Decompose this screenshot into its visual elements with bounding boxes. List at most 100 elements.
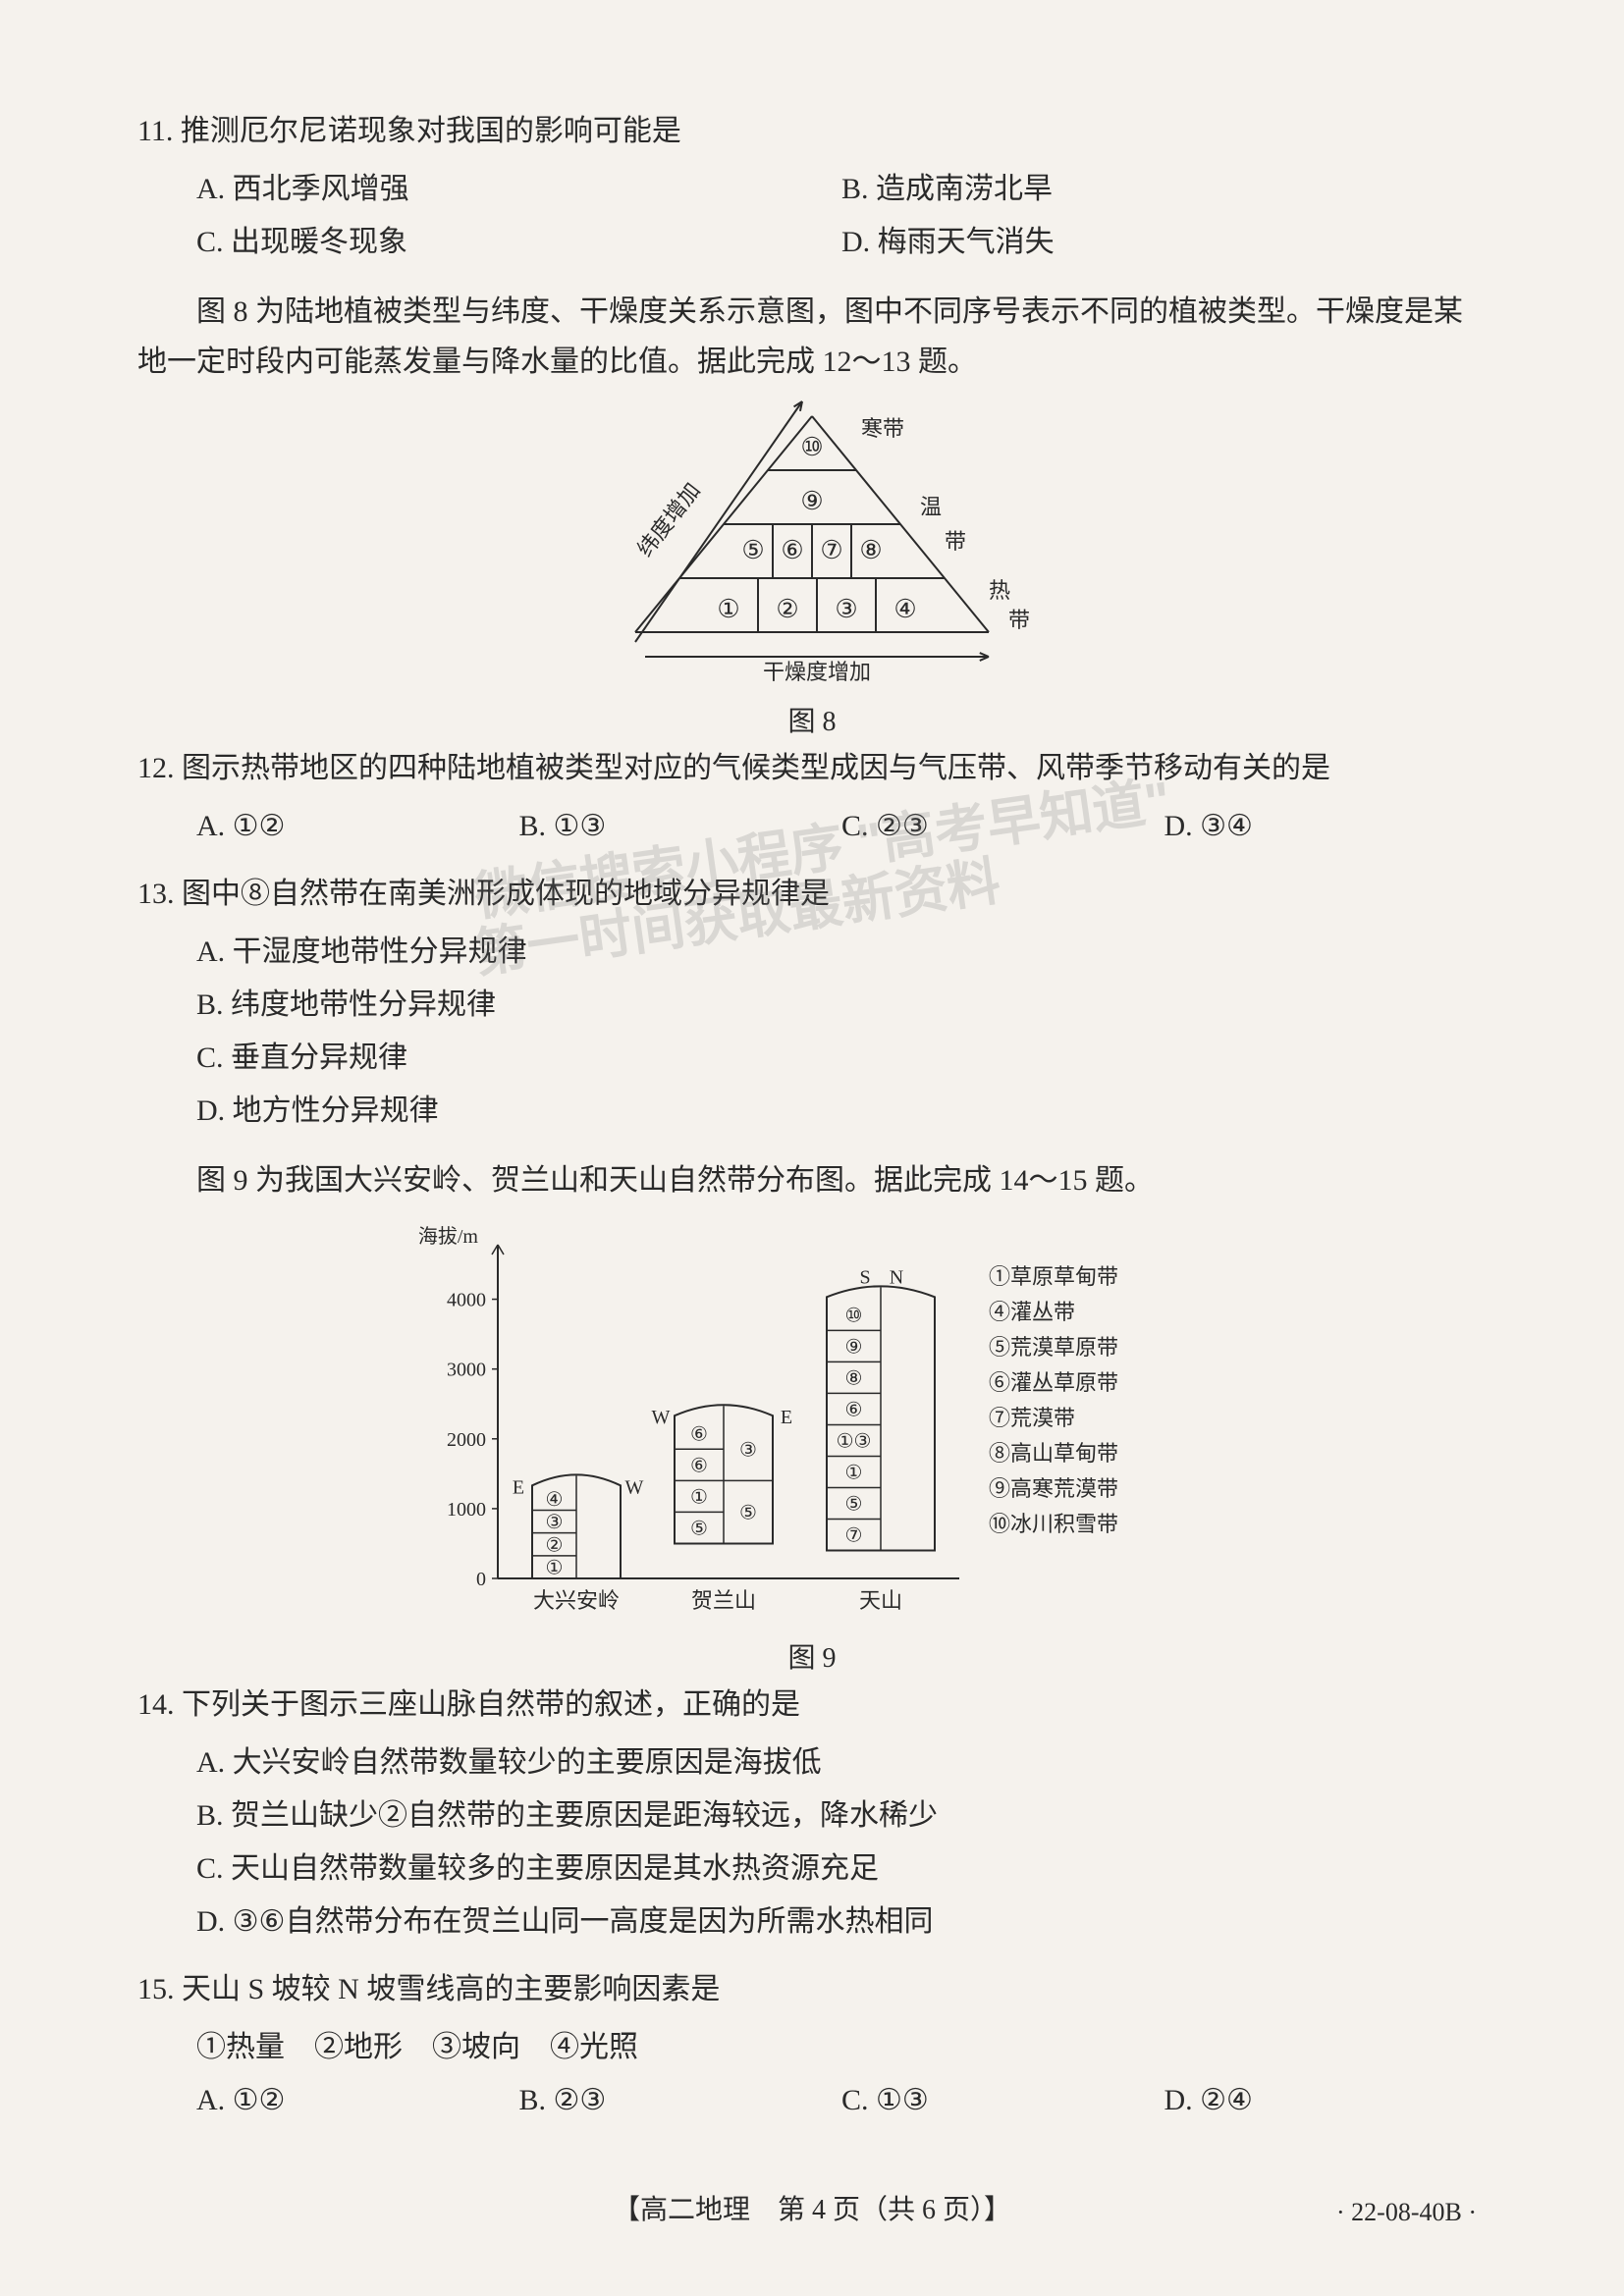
q15-options: A. ①② B. ②③ C. ①③ D. ②④ bbox=[196, 2074, 1487, 2127]
svg-text:⑦: ⑦ bbox=[845, 1525, 863, 1547]
q12-num: 12. bbox=[137, 752, 175, 784]
svg-text:⑤: ⑤ bbox=[845, 1494, 863, 1516]
svg-text:③: ③ bbox=[546, 1512, 564, 1533]
svg-text:天山: 天山 bbox=[859, 1588, 902, 1613]
svg-text:①: ① bbox=[690, 1486, 708, 1508]
q11-stem: 11. 推测厄尔尼诺现象对我国的影响可能是 bbox=[137, 108, 1487, 155]
q12-opt-c: C. ②③ bbox=[841, 800, 1164, 853]
svg-text:⑧: ⑧ bbox=[845, 1367, 863, 1389]
figure-8: ⑩⑨⑤⑥⑦⑧①②③④纬度增加干燥度增加寒带温带热带 图 8 bbox=[137, 397, 1487, 739]
svg-text:①③: ①③ bbox=[837, 1430, 872, 1452]
svg-text:⑦: ⑦ bbox=[820, 536, 842, 564]
svg-text:温: 温 bbox=[920, 495, 942, 519]
q14-stem: 14. 下列关于图示三座山脉自然带的叙述，正确的是 bbox=[137, 1682, 1487, 1729]
q15-text: 天山 S 坡较 N 坡雪线高的主要影响因素是 bbox=[182, 1973, 720, 2005]
q13-num: 13. bbox=[137, 878, 175, 910]
svg-text:2000: 2000 bbox=[447, 1429, 486, 1451]
q15-subopts: ①热量 ②地形 ③坡向 ④光照 bbox=[196, 2021, 1487, 2074]
svg-text:⑥灌丛草原带: ⑥灌丛草原带 bbox=[989, 1370, 1118, 1395]
q13-opt-d: D. 地方性分异规律 bbox=[196, 1085, 1487, 1138]
svg-text:④: ④ bbox=[893, 595, 916, 623]
q12-opt-a: A. ①② bbox=[196, 800, 519, 853]
svg-text:①: ① bbox=[546, 1557, 564, 1578]
q12-options: A. ①② B. ①③ C. ②③ D. ③④ bbox=[196, 800, 1487, 853]
svg-text:⑦荒漠带: ⑦荒漠带 bbox=[989, 1406, 1075, 1430]
q15-num: 15. bbox=[137, 1973, 175, 2005]
svg-text:⑥: ⑥ bbox=[690, 1455, 708, 1476]
q13-opt-a: A. 干湿度地带性分异规律 bbox=[196, 926, 1487, 979]
svg-text:⑩: ⑩ bbox=[800, 433, 823, 461]
svg-text:⑤: ⑤ bbox=[739, 1502, 757, 1523]
svg-text:4000: 4000 bbox=[447, 1290, 486, 1311]
q13-stem: 13. 图中⑧自然带在南美洲形成体现的地域分异规律是 bbox=[137, 871, 1487, 918]
q13-options: A. 干湿度地带性分异规律 B. 纬度地带性分异规律 C. 垂直分异规律 D. … bbox=[196, 926, 1487, 1138]
svg-text:干燥度增加: 干燥度增加 bbox=[763, 660, 871, 684]
svg-text:贺兰山: 贺兰山 bbox=[691, 1588, 756, 1613]
passage-fig9: 图 9 为我国大兴安岭、贺兰山和天山自然带分布图。据此完成 14～15 题。 bbox=[137, 1155, 1487, 1205]
svg-text:④: ④ bbox=[546, 1489, 564, 1511]
question-15: 15. 天山 S 坡较 N 坡雪线高的主要影响因素是 ①热量 ②地形 ③坡向 ④… bbox=[137, 1966, 1487, 2127]
svg-text:⑤荒漠草原带: ⑤荒漠草原带 bbox=[989, 1335, 1118, 1360]
svg-text:海拔/m: 海拔/m bbox=[418, 1225, 479, 1248]
q14-num: 14. bbox=[137, 1688, 175, 1721]
svg-text:⑥: ⑥ bbox=[690, 1423, 708, 1445]
svg-text:W: W bbox=[652, 1407, 671, 1428]
svg-text:S: S bbox=[859, 1266, 870, 1288]
svg-text:带: 带 bbox=[945, 529, 966, 554]
svg-text:②: ② bbox=[546, 1534, 564, 1556]
svg-text:⑧高山草甸带: ⑧高山草甸带 bbox=[989, 1441, 1118, 1466]
q11-text: 推测厄尔尼诺现象对我国的影响可能是 bbox=[181, 115, 681, 147]
svg-text:④灌丛带: ④灌丛带 bbox=[989, 1300, 1075, 1324]
q11-opt-b: B. 造成南涝北旱 bbox=[841, 163, 1487, 216]
q12-opt-b: B. ①③ bbox=[519, 800, 842, 853]
q14-opt-a: A. 大兴安岭自然带数量较少的主要原因是海拔低 bbox=[196, 1736, 1487, 1789]
page-code: · 22-08-40B · bbox=[1336, 2198, 1477, 2227]
svg-text:⑨: ⑨ bbox=[845, 1336, 863, 1358]
svg-text:①草原草甸带: ①草原草甸带 bbox=[989, 1264, 1118, 1289]
passage-fig8: 图 8 为陆地植被类型与纬度、干燥度关系示意图，图中不同序号表示不同的植被类型。… bbox=[137, 287, 1487, 387]
svg-text:②: ② bbox=[776, 595, 798, 623]
fig9-caption: 图 9 bbox=[137, 1636, 1487, 1676]
svg-text:③: ③ bbox=[835, 595, 857, 623]
q14-options: A. 大兴安岭自然带数量较少的主要原因是海拔低 B. 贺兰山缺少②自然带的主要原… bbox=[196, 1736, 1487, 1949]
svg-text:0: 0 bbox=[476, 1569, 486, 1590]
svg-text:①: ① bbox=[845, 1462, 863, 1483]
svg-text:E: E bbox=[513, 1476, 524, 1498]
q13-opt-c: C. 垂直分异规律 bbox=[196, 1032, 1487, 1085]
svg-text:⑥: ⑥ bbox=[845, 1399, 863, 1420]
q14-opt-c: C. 天山自然带数量较多的主要原因是其水热资源充足 bbox=[196, 1842, 1487, 1896]
question-11: 11. 推测厄尔尼诺现象对我国的影响可能是 A. 西北季风增强 B. 造成南涝北… bbox=[137, 108, 1487, 269]
svg-text:③: ③ bbox=[739, 1439, 757, 1461]
svg-text:E: E bbox=[781, 1407, 792, 1428]
svg-text:⑧: ⑧ bbox=[859, 536, 882, 564]
q15-opt-a: A. ①② bbox=[196, 2074, 519, 2127]
q12-stem: 12. 图示热带地区的四种陆地植被类型对应的气候类型成因与气压带、风带季节移动有… bbox=[137, 745, 1487, 792]
q14-opt-b: B. 贺兰山缺少②自然带的主要原因是距海较远，降水稀少 bbox=[196, 1789, 1487, 1842]
svg-text:1000: 1000 bbox=[447, 1499, 486, 1521]
svg-text:⑩冰川积雪带: ⑩冰川积雪带 bbox=[989, 1512, 1118, 1536]
q14-opt-d: D. ③⑥自然带分布在贺兰山同一高度是因为所需水热相同 bbox=[196, 1896, 1487, 1949]
fig8-caption: 图 8 bbox=[137, 700, 1487, 739]
question-14: 14. 下列关于图示三座山脉自然带的叙述，正确的是 A. 大兴安岭自然带数量较少… bbox=[137, 1682, 1487, 1949]
q15-opt-d: D. ②④ bbox=[1164, 2074, 1488, 2127]
question-12: 12. 图示热带地区的四种陆地植被类型对应的气候类型成因与气压带、风带季节移动有… bbox=[137, 745, 1487, 853]
q15-stem: 15. 天山 S 坡较 N 坡雪线高的主要影响因素是 bbox=[137, 1966, 1487, 2013]
q11-num: 11. bbox=[137, 115, 173, 147]
q15-opt-b: B. ②③ bbox=[519, 2074, 842, 2127]
svg-text:⑨: ⑨ bbox=[800, 487, 823, 515]
q14-text: 下列关于图示三座山脉自然带的叙述，正确的是 bbox=[182, 1688, 800, 1721]
q12-opt-d: D. ③④ bbox=[1164, 800, 1488, 853]
q15-opt-c: C. ①③ bbox=[841, 2074, 1164, 2127]
svg-text:⑤: ⑤ bbox=[690, 1518, 708, 1539]
svg-text:大兴安岭: 大兴安岭 bbox=[533, 1588, 620, 1613]
fig8-svg: ⑩⑨⑤⑥⑦⑧①②③④纬度增加干燥度增加寒带温带热带 bbox=[557, 397, 1067, 691]
svg-text:⑩: ⑩ bbox=[845, 1305, 863, 1326]
q11-opt-d: D. 梅雨天气消失 bbox=[841, 216, 1487, 269]
q13-opt-b: B. 纬度地带性分异规律 bbox=[196, 979, 1487, 1032]
q13-text: 图中⑧自然带在南美洲形成体现的地域分异规律是 bbox=[182, 878, 830, 910]
fig9-svg: 海拔/m01000200030004000④③②①EW大兴安岭⑥⑥①⑤③⑤WE贺… bbox=[409, 1215, 1215, 1628]
svg-text:带: 带 bbox=[1008, 608, 1030, 632]
svg-text:寒带: 寒带 bbox=[861, 416, 904, 441]
svg-text:⑨高寒荒漠带: ⑨高寒荒漠带 bbox=[989, 1476, 1118, 1501]
svg-text:3000: 3000 bbox=[447, 1360, 486, 1381]
